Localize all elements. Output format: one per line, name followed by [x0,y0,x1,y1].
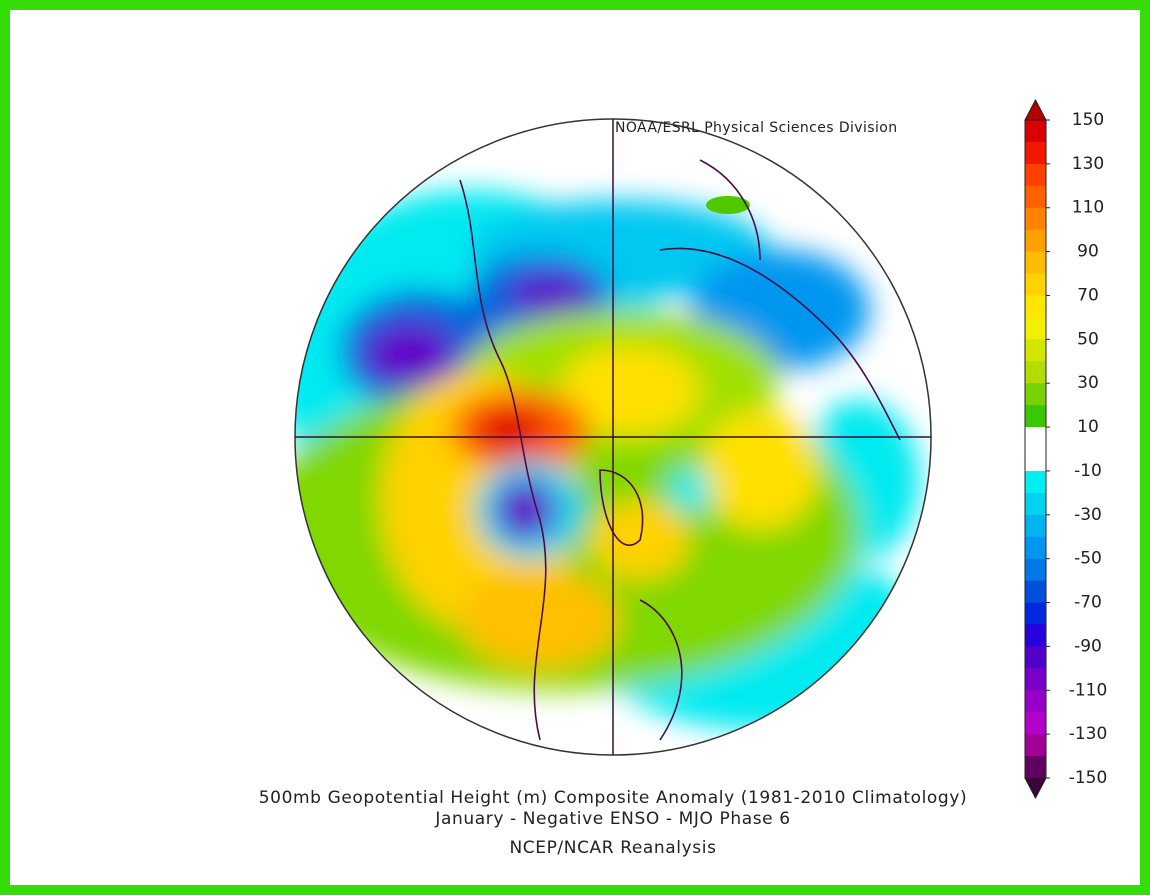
colorbar-swatch [1025,734,1046,757]
colorbar-label: 90 [1077,242,1099,262]
colorbar-label: 50 [1077,329,1099,349]
map-title: 500mb Geopotential Height (m) Composite … [259,788,967,808]
colorbar-swatch [1025,405,1046,428]
colorbar-swatch [1025,580,1046,604]
colorbar-label: 130 [1072,154,1104,174]
colorbar-label: 70 [1077,285,1099,305]
colorbar-swatch [1025,141,1046,165]
colorbar-swatch [1025,229,1046,253]
colorbar-swatch [1025,624,1046,647]
colorbar-swatch [1025,449,1046,472]
dataset-label: NCEP/NCAR Reanalysis [509,838,716,858]
colorbar-label: 110 [1072,198,1104,218]
source-label: NOAA/ESRL Physical Sciences Division [615,120,898,136]
colorbar-swatch [1025,558,1046,582]
colorbar-swatch [1025,668,1046,691]
colorbar-swatch [1025,251,1046,275]
colorbar-swatch [1025,295,1046,318]
colorbar-swatch [1025,602,1046,625]
colorbar-swatch [1025,273,1046,296]
colorbar-swatch [1025,690,1046,713]
colorbar-swatch [1025,163,1046,187]
colorbar-swatch [1025,536,1046,560]
colorbar-swatch [1025,712,1046,735]
colorbar-swatch [1025,185,1046,209]
colorbar-outline [1024,119,1047,779]
colorbar-swatch [1025,383,1046,406]
colorbar-swatch [1025,514,1046,538]
colorbar-swatch [1025,646,1046,669]
colorbar-label: -70 [1074,593,1102,613]
colorbar-swatch [1025,492,1046,516]
colorbar-swatch [1025,470,1046,494]
colorbar-swatch [1025,207,1046,231]
colorbar-label: -50 [1074,549,1102,569]
colorbar-label: 10 [1077,417,1099,437]
colorbar-swatch [1025,120,1046,143]
colorbar-label: -10 [1074,461,1102,481]
colorbar-label: 150 [1072,110,1104,130]
colorbar-swatch [1025,339,1046,362]
colorbar-swatch [1025,756,1046,779]
colorbar-label: -30 [1074,505,1102,525]
colorbar-label: -110 [1069,680,1108,700]
colorbar-under [1024,777,1047,800]
colorbar-label: 30 [1077,373,1099,393]
colorbar-label: -130 [1069,724,1108,744]
colorbar: 150 130 110 90 70 50 30 10 -10 -30 -50 -70 -90 -110 -1… [1024,98,1108,800]
map-subtitle: January - Negative ENSO - MJO Phase 6 [434,809,790,829]
colorbar-swatch [1025,317,1046,340]
colorbar-over [1024,98,1047,121]
colorbar-label: -90 [1074,636,1102,656]
colorbar-swatch [1025,361,1046,384]
colorbar-label: -150 [1069,768,1108,788]
colorbar-swatch [1025,427,1046,450]
